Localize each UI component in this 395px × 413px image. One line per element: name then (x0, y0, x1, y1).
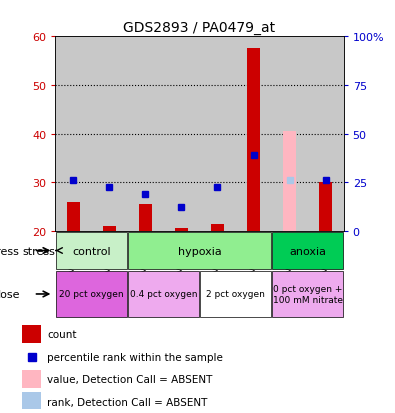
Text: 0 pct oxygen +
100 mM nitrate: 0 pct oxygen + 100 mM nitrate (273, 285, 342, 304)
Bar (272, 271, 343, 317)
Text: stress: stress (23, 246, 55, 256)
Text: anoxia: anoxia (289, 246, 326, 256)
Bar (211, 224, 224, 231)
Bar (56, 37, 91, 231)
Bar (236, 37, 271, 231)
Bar (247, 49, 260, 231)
Text: dose: dose (0, 289, 20, 299)
Text: stress: stress (0, 246, 20, 256)
Bar (22, 392, 41, 411)
Bar (128, 271, 199, 317)
Bar (175, 229, 188, 231)
Text: 20 pct oxygen: 20 pct oxygen (59, 290, 124, 299)
Text: control: control (72, 246, 111, 256)
Bar (139, 204, 152, 231)
Bar (22, 370, 41, 388)
Bar (103, 226, 116, 231)
Bar (200, 37, 235, 231)
Bar (200, 271, 271, 317)
Text: hypoxia: hypoxia (178, 246, 221, 256)
Bar (319, 183, 332, 231)
Text: 2 pct oxygen: 2 pct oxygen (206, 290, 265, 299)
Bar (308, 37, 343, 231)
Bar (128, 232, 271, 270)
Text: count: count (47, 330, 77, 339)
Text: value, Detection Call = ABSENT: value, Detection Call = ABSENT (47, 374, 213, 384)
Bar (272, 232, 343, 270)
Bar (56, 271, 127, 317)
Title: GDS2893 / PA0479_at: GDS2893 / PA0479_at (123, 21, 276, 35)
Text: 0.4 pct oxygen: 0.4 pct oxygen (130, 290, 197, 299)
Bar (164, 37, 199, 231)
Bar (283, 132, 296, 231)
Text: rank, Detection Call = ABSENT: rank, Detection Call = ABSENT (47, 396, 208, 406)
Bar (67, 202, 80, 231)
Bar (56, 232, 127, 270)
Bar (92, 37, 127, 231)
Bar (22, 325, 41, 344)
Bar (272, 37, 307, 231)
Text: percentile rank within the sample: percentile rank within the sample (47, 352, 223, 362)
Bar (128, 37, 163, 231)
